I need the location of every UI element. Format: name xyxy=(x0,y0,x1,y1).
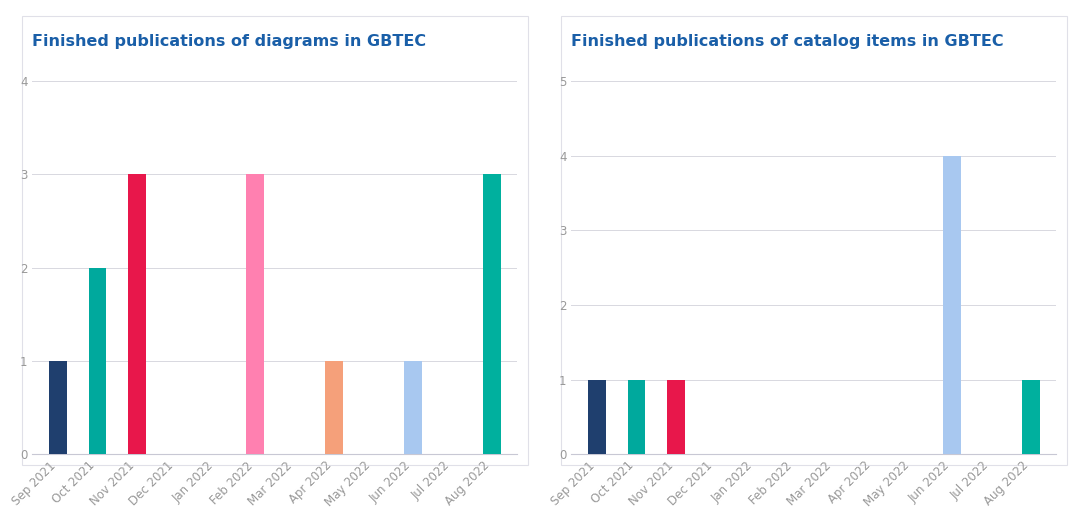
Bar xyxy=(667,379,685,454)
Bar xyxy=(50,361,67,454)
Bar xyxy=(88,268,107,454)
Text: Finished publications of diagrams in GBTEC: Finished publications of diagrams in GBT… xyxy=(32,34,427,49)
Bar xyxy=(326,361,343,454)
Bar xyxy=(627,379,646,454)
Bar xyxy=(1022,379,1039,454)
Bar xyxy=(943,156,960,454)
Bar xyxy=(483,174,500,454)
Bar xyxy=(404,361,421,454)
Text: Finished publications of catalog items in GBTEC: Finished publications of catalog items i… xyxy=(571,34,1004,49)
Bar xyxy=(589,379,606,454)
Bar xyxy=(246,174,264,454)
Bar xyxy=(128,174,146,454)
